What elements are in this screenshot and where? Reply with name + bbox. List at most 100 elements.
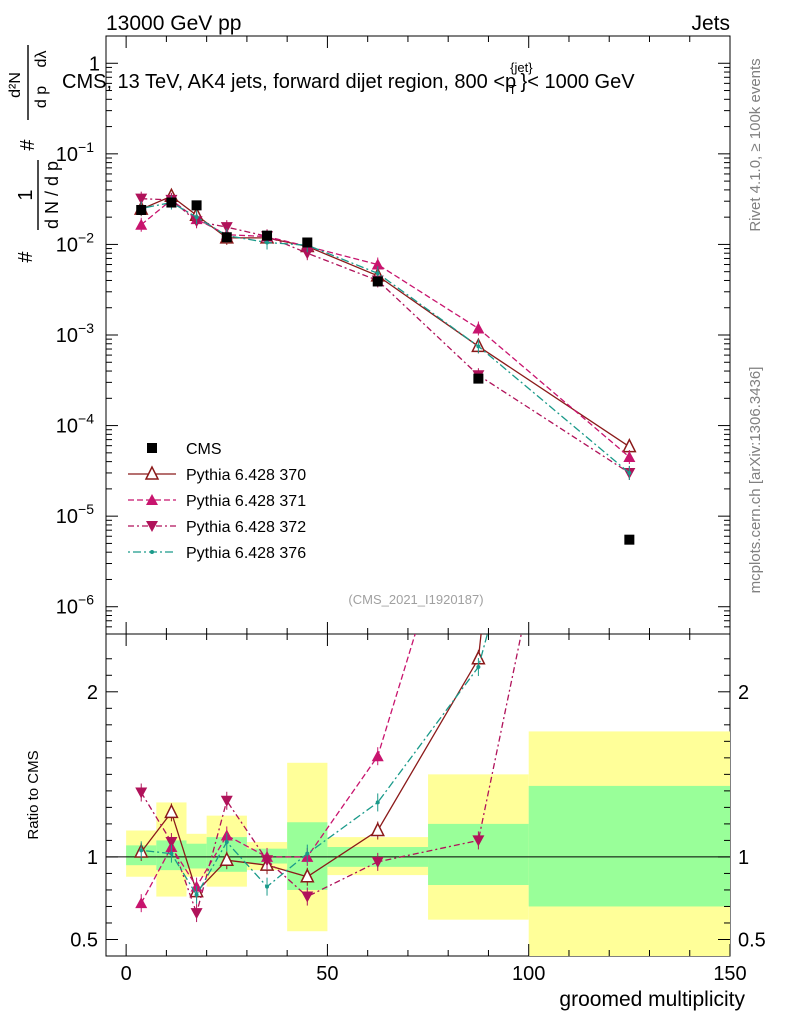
legend: CMS Pythia 6.428 370 Pythia 6.428 371 Pythi…	[128, 441, 306, 562]
band-inner-2	[186, 843, 207, 869]
ratio-0-point-3	[219, 851, 234, 866]
y-label-d2N: d²N	[7, 72, 24, 98]
plot-title-end: }< 1000 GeV	[521, 71, 636, 93]
ratio-2-point-1	[165, 837, 178, 849]
series-line-1	[140, 199, 630, 458]
series-3-point-6	[375, 271, 380, 276]
ratio-3-point-5	[305, 851, 310, 856]
ratio-2-point-5	[301, 891, 314, 903]
series-2-point-3	[220, 222, 233, 234]
series-3-point-8	[627, 470, 632, 475]
x-tick-label-50: 50	[316, 963, 338, 985]
series-1-point-8	[623, 450, 636, 462]
plot-title-sup: {jet}	[510, 60, 533, 75]
ratio-tick-label-right-1: 1	[738, 847, 749, 869]
ratio-1-point-0	[135, 897, 148, 909]
process-label: 13000 GeV pp	[106, 12, 241, 35]
cms-data-point-5	[302, 237, 313, 248]
y-label-dN: d N / d p	[42, 161, 62, 229]
series-3-point-2	[194, 215, 199, 220]
ratio-line-2	[140, 634, 522, 916]
x-tick-label-100: 100	[512, 963, 545, 985]
y-label-dl: dλ	[33, 51, 50, 68]
y-label-hash-mid: #	[17, 139, 39, 151]
cms-data-point-8	[624, 534, 635, 545]
ratio-3-point-6	[375, 800, 380, 805]
ratio-2-point-7	[472, 835, 485, 847]
cms-data-point-0	[136, 204, 147, 215]
legend-label-3: Pythia 6.428 372	[186, 519, 306, 536]
ratio-2-point-8	[623, 109, 635, 120]
ratio-uncertainty-bands	[126, 731, 730, 956]
ratio-2-point-4	[261, 855, 274, 867]
main-series-layer	[134, 187, 637, 545]
y-tick-label-1: 10−1	[56, 139, 94, 166]
y-label-one: 1	[15, 189, 37, 200]
ratio-tick-label-left-1: 1	[87, 847, 98, 869]
y-label-dp: d p	[33, 86, 50, 108]
ratio-tick-label-right-2: 2	[738, 682, 749, 704]
ratio-tick-label-left-2: 2	[87, 682, 98, 704]
ratio-series-layer	[134, 109, 635, 923]
ratio-tick-label-left-0: 0.5	[70, 929, 98, 951]
series-1-point-6	[371, 258, 384, 270]
ratio-0-point-5	[300, 868, 315, 883]
y-tick-label-2: 10−2	[56, 229, 94, 256]
ratio-3-point-4	[265, 884, 270, 889]
x-tick-label-0: 0	[121, 963, 132, 985]
legend-marker-0	[147, 443, 157, 453]
series-3-point-7	[476, 344, 481, 349]
series-line-3	[141, 201, 630, 474]
ratio-1-point-7	[472, 422, 484, 433]
cms-data-point-4	[262, 230, 273, 241]
ratio-2-point-3	[220, 795, 233, 807]
rivet-version-label: Rivet 4.1.0, ≥ 100k events	[747, 58, 764, 231]
plot-title-sub: T	[509, 82, 517, 97]
legend-label-2: Pythia 6.428 371	[186, 493, 306, 510]
ratio-3-point-1	[169, 851, 174, 856]
series-1-point-0	[135, 218, 148, 230]
band-inner-8	[528, 785, 730, 907]
legend-marker-1	[144, 465, 160, 480]
ratio-2-point-6	[371, 856, 384, 868]
series-line-0	[140, 195, 630, 448]
legend-marker-4	[150, 550, 154, 554]
series-line-2	[141, 198, 630, 474]
ratio-3-point-8	[627, 112, 631, 116]
series-2-point-5	[301, 248, 314, 260]
ratio-0-point-1	[164, 803, 179, 819]
cms-data-point-1	[166, 197, 177, 208]
ratio-2-point-2	[190, 908, 203, 920]
y-tick-label-0: 1	[89, 53, 100, 75]
y-tick-label-3: 10−3	[56, 320, 94, 347]
category-label: Jets	[691, 12, 730, 35]
cms-data-point-2	[191, 200, 202, 211]
legend-label-0: CMS	[186, 441, 222, 458]
legend-marker-2	[146, 494, 158, 505]
plot-title: CMS, 13 TeV, AK4 jets, forward dijet reg…	[62, 60, 635, 97]
plot-title-main: CMS, 13 TeV, AK4 jets, forward dijet reg…	[62, 71, 516, 93]
legend-label-1: Pythia 6.428 370	[186, 467, 306, 484]
ratio-3-point-7	[476, 665, 481, 670]
mcplots-label: mcplots.cern.ch [arXiv:1306.3436]	[747, 367, 764, 594]
ratio-tick-label-right-0: 0.5	[738, 929, 766, 951]
series-2-point-0	[135, 193, 148, 205]
ratio-3-point-0	[139, 848, 144, 853]
legend-label-4: Pythia 6.428 376	[186, 545, 306, 562]
y-axis-label: # 1 d N / d p # d²N d p dλ	[7, 45, 62, 263]
x-tick-label-150: 150	[713, 963, 746, 985]
x-axis-label: groomed multiplicity	[559, 988, 745, 1011]
axes-layer: 0 50 100 150 1 10−1 10−2 10−3 10−4 10−5 10−6 0.5 0.5…	[56, 35, 766, 985]
series-0-point-8	[622, 437, 637, 453]
series-1-point-7	[472, 322, 485, 334]
y-label-hash-left: #	[15, 251, 37, 263]
cms-data-point-6	[372, 276, 383, 287]
cms-data-point-7	[473, 373, 484, 384]
analysis-id: (CMS_2021_I1920187)	[348, 592, 483, 607]
ratio-2-point-0	[135, 787, 148, 799]
ratio-1-point-6	[371, 750, 384, 762]
ratio-3-point-3	[224, 840, 229, 845]
cms-data-point-3	[221, 232, 232, 243]
ratio-3-point-2	[194, 892, 199, 897]
